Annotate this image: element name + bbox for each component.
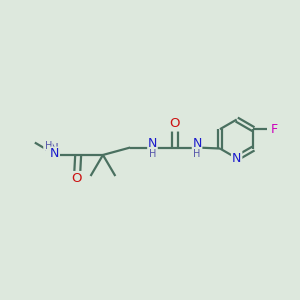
Text: N: N — [50, 147, 59, 160]
Text: N: N — [192, 136, 202, 150]
Text: N: N — [50, 142, 59, 154]
Text: N: N — [148, 136, 157, 150]
Text: O: O — [169, 118, 180, 130]
Text: H: H — [149, 149, 156, 160]
Text: H: H — [45, 140, 52, 151]
Text: H: H — [194, 149, 201, 160]
Text: N: N — [232, 152, 242, 165]
Text: F: F — [271, 123, 278, 136]
Text: O: O — [72, 172, 82, 185]
Text: H: H — [44, 143, 52, 153]
